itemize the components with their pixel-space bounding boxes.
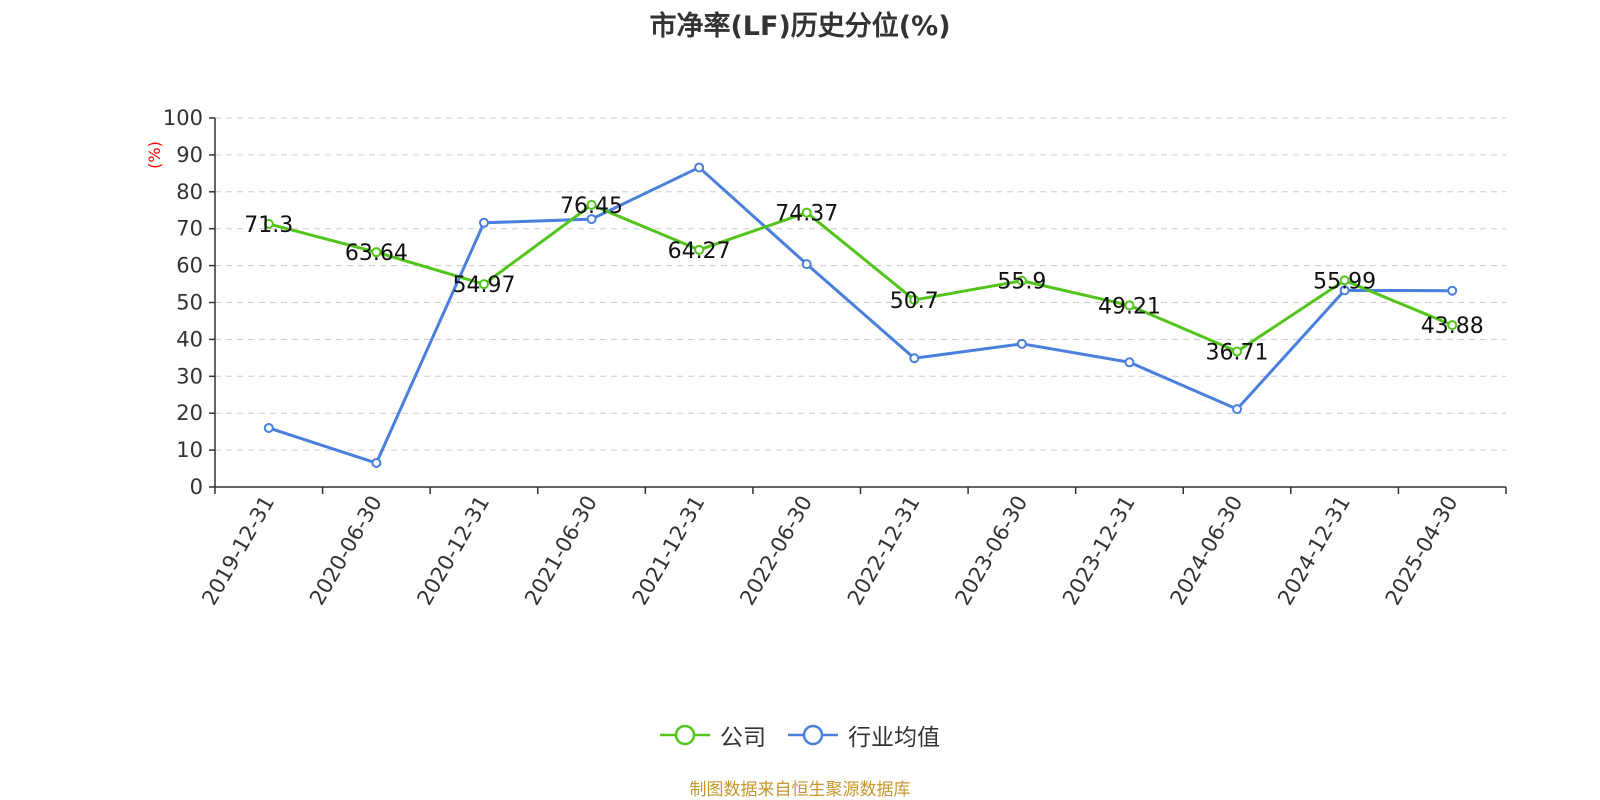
axes: 0 10 20 30 40 50 60 70 80 90 100 2019-12-31 2020-06-… [163,106,1507,610]
data-label: 43.88 [1421,314,1484,339]
data-point-company[interactable] [1124,300,1135,311]
x-tick-label: 2022-12-31 [843,492,925,610]
y-axis-label: (%) [145,141,164,169]
data-point-company[interactable] [1447,320,1458,331]
data-point-industry[interactable] [371,458,382,469]
y-tick-label: 30 [176,364,203,388]
data-label: 74.37 [775,202,838,227]
data-point-industry[interactable] [586,214,597,225]
data-point-industry[interactable] [263,422,274,433]
series-line-company [268,203,1453,354]
legend-industry-marker-icon [788,724,838,746]
data-label: 55.99 [1313,269,1376,294]
y-tick-label: 10 [176,438,203,462]
data-point-industry[interactable] [1124,357,1135,368]
chart-title: 市净率(LF)历史分位(%) [649,11,951,42]
data-point-company[interactable] [371,247,382,258]
data-point-industry[interactable] [1447,285,1458,296]
legend-item-industry[interactable]: 行业均值 [788,718,940,752]
data-label: 50.7 [890,289,939,314]
data-point-company[interactable] [694,244,705,255]
x-tick-label: 2021-06-30 [520,492,602,610]
data-point-industry[interactable] [478,217,489,228]
y-tick-label: 70 [176,217,203,241]
y-tick-label: 40 [176,327,203,351]
x-tick-label: 2025-04-30 [1381,492,1463,610]
data-point-industry[interactable] [694,162,705,173]
x-tick-label: 2020-06-30 [305,492,387,610]
data-label: 36.71 [1206,341,1269,366]
x-tick-label: 2024-06-30 [1166,492,1248,610]
x-tick-label: 2021-12-31 [628,492,710,610]
series-layer [263,162,1458,469]
data-label: 71.3 [244,213,293,238]
data-label: 63.64 [345,241,408,266]
legend-label-company: 公司 [720,725,766,751]
data-point-company[interactable] [1232,346,1243,357]
data-point-industry[interactable] [1232,404,1243,415]
data-label: 54.97 [452,273,515,298]
data-point-company[interactable] [1339,275,1350,286]
data-label: 49.21 [1098,294,1161,319]
legend-item-company[interactable]: 公司 [660,718,766,752]
data-point-company[interactable] [586,199,597,210]
series-line-industry [268,165,1453,465]
data-point-industry[interactable] [909,353,920,364]
data-point-industry[interactable] [1339,285,1350,296]
source-footer: 制图数据来自恒生聚源数据库 [689,780,911,800]
x-tick-label: 2023-06-30 [950,492,1032,610]
y-tick-label: 60 [176,254,203,278]
y-tick-label: 20 [176,401,203,425]
data-point-company[interactable] [263,218,274,229]
data-point-company[interactable] [478,279,489,290]
x-tick-label: 2023-12-31 [1058,492,1140,610]
data-label: 55.9 [997,270,1046,295]
y-tick-label: 50 [176,291,203,315]
x-tick-label: 2022-06-30 [735,492,817,610]
legend-label-industry: 行业均值 [848,725,940,751]
data-point-industry[interactable] [801,259,812,270]
y-tick-label: 90 [176,143,203,167]
legend: 公司 行业均值 [0,718,1600,752]
data-point-company[interactable] [801,207,812,218]
x-tick-label: 2019-12-31 [197,492,279,610]
y-tick-label: 0 [190,475,203,499]
data-labels: 71.3 63.64 54.97 76.45 64.27 74.37 50.7 55.9 49.… [244,194,1483,366]
x-tick-label: 2020-12-31 [412,492,494,610]
y-tick-label: 100 [163,106,203,130]
data-point-industry[interactable] [1016,338,1027,349]
x-tick-label: 2024-12-31 [1273,492,1355,610]
data-point-company[interactable] [909,294,920,305]
y-tick-label: 80 [176,180,203,204]
data-point-company[interactable] [1016,275,1027,286]
data-label: 64.27 [668,239,731,264]
legend-company-marker-icon [660,724,710,746]
data-label: 76.45 [560,194,623,219]
